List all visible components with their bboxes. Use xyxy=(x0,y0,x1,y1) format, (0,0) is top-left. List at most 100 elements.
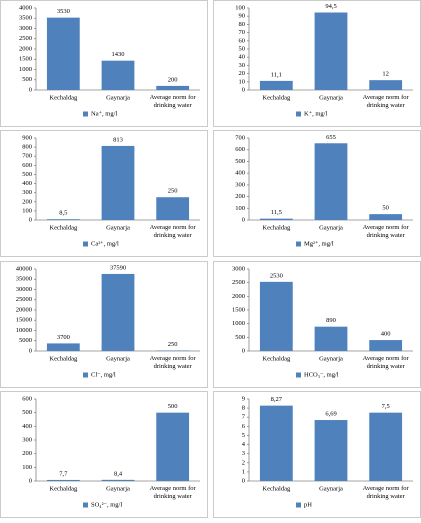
bar xyxy=(46,343,80,351)
y-tick-label: 5 xyxy=(242,432,245,439)
bar xyxy=(314,420,348,481)
legend-swatch xyxy=(83,372,88,378)
y-tick-label: 600 xyxy=(235,146,245,153)
bar xyxy=(46,479,80,481)
bar xyxy=(156,412,190,481)
bar xyxy=(156,85,190,90)
y-tick-label: 3000 xyxy=(232,265,245,272)
value-label: 50 xyxy=(382,205,389,212)
y-tick-label: 9 xyxy=(242,395,245,402)
value-label: 11,1 xyxy=(271,71,282,78)
value-label: 11,5 xyxy=(271,209,282,216)
x-tick-label: Gaynarja xyxy=(319,224,343,231)
chart-panel: 0 100 200 300 400 500 600 700 11,5 655 50 Kechaldag… xyxy=(213,130,421,257)
legend-label: Na⁺, mg/l xyxy=(91,110,117,117)
x-tick-label: Average norm for drinking water xyxy=(150,224,197,239)
x-tick-label: Gaynarja xyxy=(319,355,343,362)
value-label: 1430 xyxy=(112,51,125,58)
y-tick-label: 500 xyxy=(22,409,32,416)
y-tick-label: 0 xyxy=(29,86,32,93)
bar xyxy=(314,12,348,90)
y-tick-label: 0 xyxy=(242,347,245,354)
bar xyxy=(314,326,348,351)
y-tick-label: 30000 xyxy=(16,286,32,293)
y-tick-label: 500 xyxy=(22,171,32,178)
x-tick-label: Gaynarja xyxy=(106,355,130,362)
x-tick-label: Kechaldag xyxy=(262,224,291,231)
x-tick-label: Average norm for drinking water xyxy=(150,355,197,370)
y-tick-label: 4 xyxy=(242,441,246,448)
y-tick-label: 2 xyxy=(242,459,245,466)
y-tick-label: 2500 xyxy=(19,35,32,42)
legend-label: SO₄²⁻, mg/l xyxy=(91,501,122,508)
y-tick-label: 40 xyxy=(239,54,246,61)
x-tick-label: Average norm for drinking water xyxy=(363,355,410,370)
legend-swatch xyxy=(296,502,301,508)
bar xyxy=(156,197,190,220)
bar xyxy=(46,219,80,220)
bar xyxy=(259,281,293,351)
y-tick-label: 800 xyxy=(22,144,32,151)
y-tick-label: 20 xyxy=(239,70,246,77)
bar xyxy=(259,405,293,481)
y-tick-label: 6 xyxy=(242,423,246,430)
y-tick-label: 4000 xyxy=(19,4,32,11)
value-label: 7,7 xyxy=(59,470,68,477)
value-label: 8,4 xyxy=(114,470,123,477)
x-tick-label: Average norm for drinking water xyxy=(363,94,410,109)
x-tick-label: Kechaldag xyxy=(49,355,78,362)
value-label: 94,5 xyxy=(325,3,336,10)
bar xyxy=(101,145,135,220)
y-tick-label: 300 xyxy=(22,436,32,443)
y-tick-label: 100 xyxy=(235,4,245,11)
y-tick-label: 500 xyxy=(235,158,245,165)
y-tick-label: 0 xyxy=(29,477,32,484)
y-tick-label: 600 xyxy=(22,162,32,169)
bar xyxy=(369,80,403,90)
x-tick-label: Kechaldag xyxy=(262,485,291,492)
y-tick-label: 10 xyxy=(239,78,246,85)
y-tick-label: 1500 xyxy=(19,56,32,63)
value-label: 655 xyxy=(326,134,336,141)
value-label: 200 xyxy=(168,76,178,83)
chart-panel: 0 1 2 3 4 5 6 7 8 9 8,27 6,69 7,5 Kechaldag Gaynarja Av… xyxy=(213,391,421,518)
value-label: 500 xyxy=(168,403,178,410)
chart-panel: 0 5000 10000 15000 20000 25000 30000 35000 40000… xyxy=(0,261,208,388)
bar xyxy=(259,218,293,220)
y-tick-label: 2000 xyxy=(19,45,32,52)
y-tick-label: 10000 xyxy=(16,327,32,334)
y-tick-label: 400 xyxy=(235,170,245,177)
x-tick-label: Average norm for drinking water xyxy=(150,485,197,500)
y-tick-label: 700 xyxy=(22,153,32,160)
y-tick-label: 0 xyxy=(242,86,245,93)
y-tick-label: 100 xyxy=(22,207,32,214)
y-tick-label: 1500 xyxy=(232,306,245,313)
bar xyxy=(101,479,135,481)
x-tick-label: Gaynarja xyxy=(106,94,130,101)
bar xyxy=(259,80,293,90)
x-tick-label: Kechaldag xyxy=(262,94,291,101)
x-tick-label: Gaynarja xyxy=(319,94,343,101)
value-label: 12 xyxy=(382,71,389,78)
bar xyxy=(369,412,403,481)
y-tick-label: 3500 xyxy=(19,15,32,22)
chart-panel: 0 100 200 300 400 500 600 700 800 900 8,5 813 250 Kec… xyxy=(0,130,208,257)
y-tick-label: 35000 xyxy=(16,276,32,283)
legend-swatch xyxy=(83,502,88,508)
legend-label: Cl⁻, mg/l xyxy=(91,371,116,378)
y-tick-label: 0 xyxy=(242,216,245,223)
y-tick-label: 3 xyxy=(242,450,245,457)
y-tick-label: 1000 xyxy=(232,320,245,327)
bar xyxy=(46,17,80,90)
y-tick-label: 60 xyxy=(239,37,246,44)
value-label: 250 xyxy=(168,188,178,195)
y-tick-label: 20000 xyxy=(16,306,32,313)
y-tick-label: 300 xyxy=(22,189,32,196)
y-tick-label: 100 xyxy=(22,464,32,471)
y-tick-label: 1 xyxy=(242,468,245,475)
y-tick-label: 90 xyxy=(239,13,246,20)
y-tick-label: 50 xyxy=(239,45,246,52)
y-tick-label: 300 xyxy=(235,181,245,188)
legend-label: pH xyxy=(304,501,312,508)
